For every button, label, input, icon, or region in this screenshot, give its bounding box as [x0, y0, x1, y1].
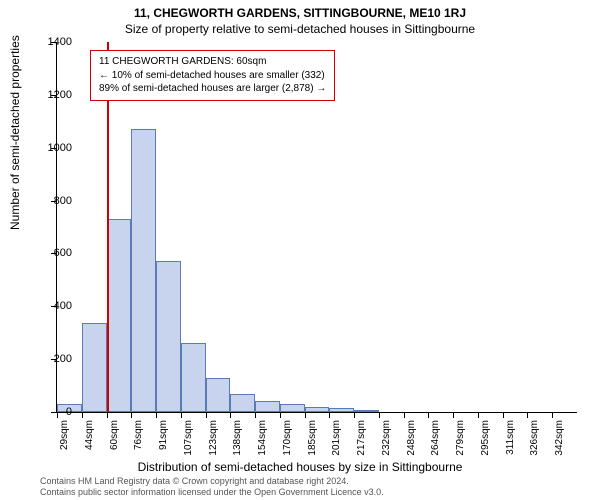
histogram-bar	[181, 343, 206, 412]
y-tick-label: 1200	[32, 89, 72, 101]
info-line-1: 11 CHEGWORTH GARDENS: 60sqm	[99, 55, 326, 69]
x-tick	[255, 412, 256, 418]
info-box: 11 CHEGWORTH GARDENS: 60sqm ← 10% of sem…	[90, 50, 335, 101]
x-tick-label: 107sqm	[183, 420, 194, 456]
x-tick	[379, 412, 380, 418]
histogram-bar	[230, 394, 255, 413]
x-tick-label: 295sqm	[480, 420, 491, 456]
x-tick	[230, 412, 231, 418]
x-tick-label: 248sqm	[406, 420, 417, 456]
info-line-2: ← 10% of semi-detached houses are smalle…	[99, 69, 326, 83]
x-tick-label: 138sqm	[232, 420, 243, 456]
x-tick	[354, 412, 355, 418]
x-tick-label: 201sqm	[331, 420, 342, 456]
footer-line-2: Contains public sector information licen…	[40, 487, 384, 498]
x-tick-label: 154sqm	[257, 420, 268, 456]
x-tick-label: 91sqm	[158, 420, 169, 450]
x-tick	[82, 412, 83, 418]
x-tick	[453, 412, 454, 418]
histogram-bar	[131, 129, 156, 412]
x-tick	[156, 412, 157, 418]
histogram-bar	[255, 401, 280, 412]
x-tick	[206, 412, 207, 418]
x-tick-label: 29sqm	[59, 420, 70, 450]
x-tick	[428, 412, 429, 418]
x-tick-label: 170sqm	[282, 420, 293, 456]
x-tick-label: 217sqm	[356, 420, 367, 456]
histogram-bar	[107, 219, 132, 412]
x-tick	[552, 412, 553, 418]
page-title: 11, CHEGWORTH GARDENS, SITTINGBOURNE, ME…	[0, 0, 600, 20]
x-tick-label: 311sqm	[505, 420, 516, 455]
x-tick-label: 232sqm	[381, 420, 392, 456]
histogram-bar	[329, 408, 354, 412]
x-axis-label: Distribution of semi-detached houses by …	[0, 460, 600, 474]
y-tick-label: 1400	[32, 36, 72, 48]
page-subtitle: Size of property relative to semi-detach…	[0, 20, 600, 36]
x-tick	[478, 412, 479, 418]
attribution-footer: Contains HM Land Registry data © Crown c…	[40, 476, 384, 498]
x-tick	[107, 412, 108, 418]
x-tick-label: 123sqm	[208, 420, 219, 456]
x-tick-label: 60sqm	[109, 420, 120, 450]
x-tick	[280, 412, 281, 418]
x-tick-label: 326sqm	[529, 420, 540, 456]
x-tick	[131, 412, 132, 418]
x-tick	[181, 412, 182, 418]
histogram-bar	[82, 323, 107, 412]
x-tick	[503, 412, 504, 418]
x-tick-label: 279sqm	[455, 420, 466, 456]
y-axis-label: Number of semi-detached properties	[8, 35, 22, 230]
y-tick-label: 400	[32, 300, 72, 312]
x-tick-label: 44sqm	[84, 420, 95, 450]
y-tick-label: 1000	[32, 142, 72, 154]
x-tick-label: 76sqm	[133, 420, 144, 450]
histogram-bar	[354, 410, 379, 412]
y-tick-label: 800	[32, 195, 72, 207]
histogram-bar	[305, 407, 330, 412]
info-line-3: 89% of semi-detached houses are larger (…	[99, 82, 326, 96]
x-tick-label: 264sqm	[430, 420, 441, 456]
y-tick-label: 200	[32, 353, 72, 365]
histogram-bar	[156, 261, 181, 412]
histogram-bar	[280, 404, 305, 412]
x-tick	[527, 412, 528, 418]
x-tick-label: 185sqm	[307, 420, 318, 456]
x-tick-label: 342sqm	[554, 420, 565, 456]
histogram-bar	[206, 378, 231, 412]
x-tick	[305, 412, 306, 418]
footer-line-1: Contains HM Land Registry data © Crown c…	[40, 476, 384, 487]
y-tick-label: 0	[32, 406, 72, 418]
x-tick	[329, 412, 330, 418]
y-tick-label: 600	[32, 247, 72, 259]
x-tick	[404, 412, 405, 418]
